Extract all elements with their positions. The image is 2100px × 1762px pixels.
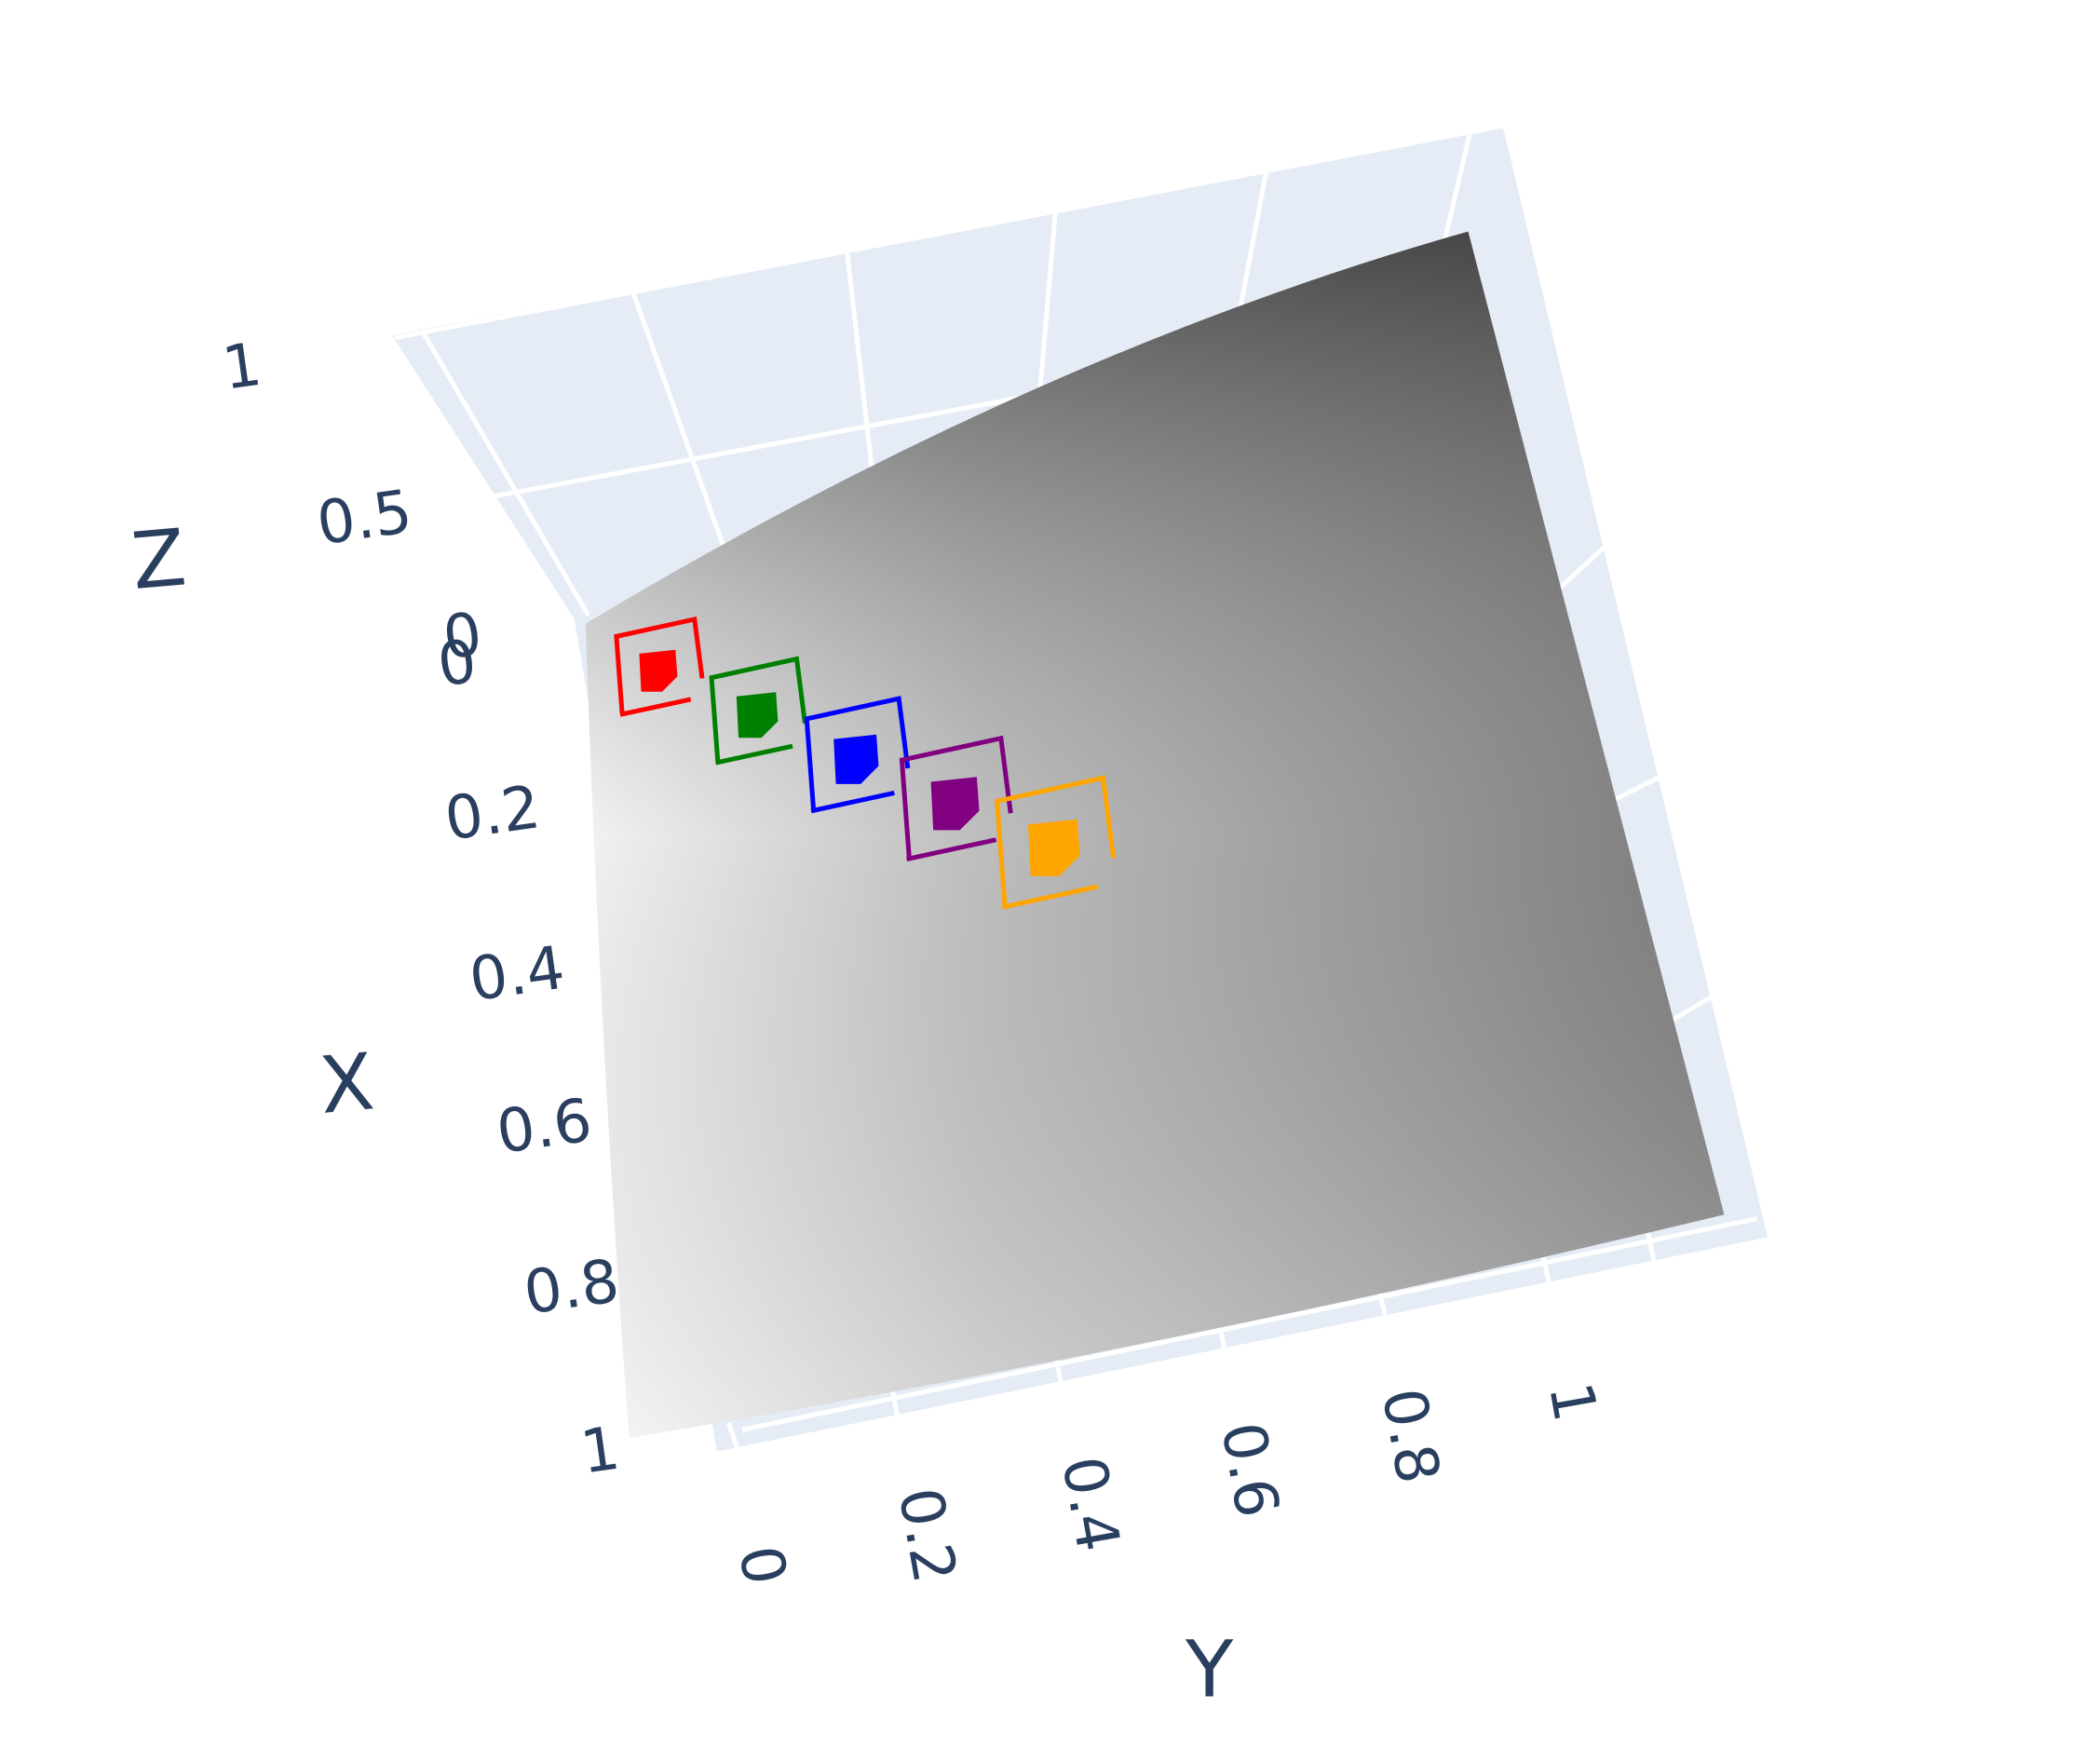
marker-fill — [930, 777, 980, 831]
marker-3[interactable] — [804, 696, 911, 814]
y-tick-label: 0.6 — [1207, 1417, 1292, 1523]
marker-5[interactable] — [994, 775, 1117, 910]
z-tick-label: 0 — [434, 628, 481, 701]
marker-outline — [804, 696, 911, 809]
marker-2[interactable] — [709, 656, 807, 766]
grid-line — [889, 1388, 901, 1424]
marker-outline-base — [619, 697, 692, 717]
marker-outline-base — [714, 743, 793, 766]
marker-outline — [899, 735, 1013, 858]
x-axis-title: X — [316, 1036, 377, 1132]
y-tick-label: 0.4 — [1048, 1452, 1132, 1557]
marker-1[interactable] — [614, 616, 705, 717]
marker-fill — [639, 649, 678, 692]
y-tick-label: 0.2 — [885, 1483, 969, 1588]
y-tick-label: 0.8 — [1368, 1383, 1453, 1488]
y-axis-title: Y — [1185, 1623, 1234, 1715]
z-tick-label: 0.5 — [313, 478, 416, 559]
marker-outline — [614, 616, 705, 713]
grid-line — [1646, 1231, 1658, 1265]
x-tick-label: 0.4 — [466, 934, 569, 1015]
x-tick-label: 0.8 — [520, 1247, 623, 1328]
x-tick-label: 0.2 — [440, 773, 544, 854]
grid-line — [726, 1422, 742, 1456]
z-tick-label: 1 — [219, 331, 266, 404]
x-tick-label: 0.6 — [493, 1086, 596, 1167]
grid-line — [1441, 129, 1473, 246]
marker-fill — [736, 692, 779, 739]
grid-line — [1540, 1254, 1552, 1288]
z-axis-title: Z — [129, 511, 190, 607]
marker-outline-base — [810, 791, 895, 814]
grid-line — [394, 123, 1506, 341]
grid-line — [1237, 169, 1269, 314]
marker-outline-base — [1001, 884, 1099, 910]
x-tick-label: 1 — [576, 1415, 624, 1488]
y-tick-label: 1 — [1535, 1377, 1609, 1427]
surface-shading — [585, 231, 1725, 1439]
grid-line — [741, 1216, 1757, 1432]
marker-4[interactable] — [899, 735, 1013, 861]
marker-outline — [994, 775, 1117, 905]
marker-fill — [833, 734, 879, 784]
grid-line — [420, 330, 590, 617]
grid-line — [714, 1237, 1771, 1457]
marker-fill — [1027, 819, 1080, 876]
y-tick-label: 0 — [725, 1540, 799, 1590]
marker-outline-base — [906, 837, 997, 861]
marker-outline — [709, 656, 807, 762]
